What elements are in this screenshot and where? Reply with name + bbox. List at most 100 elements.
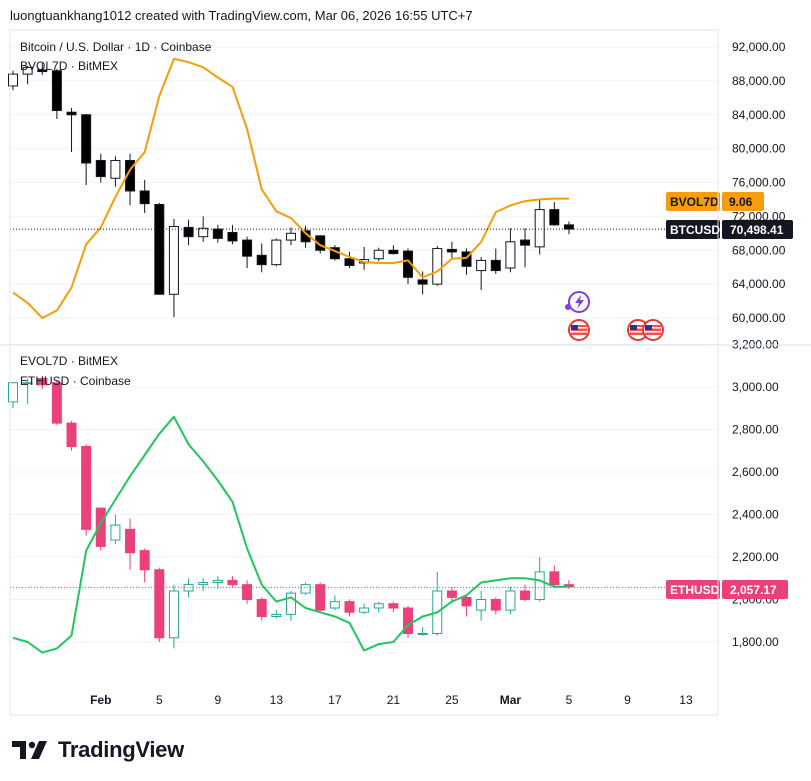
btc-candle-body (110, 159, 121, 179)
btc-y-tick-label: 92,000.00 (732, 40, 786, 54)
btc-candle (198, 216, 209, 242)
btc-candle (403, 248, 414, 285)
x-tick-label: Feb (90, 693, 111, 707)
chart-attribution: luongtuankhang1012 created with TradingV… (10, 8, 473, 23)
eth-candle-body (461, 596, 472, 607)
btc-candle (285, 227, 296, 246)
eth-candle-body (51, 382, 62, 424)
eth-candle-body (417, 633, 428, 635)
btc-candle-body (51, 70, 62, 112)
eth-candle-body (300, 584, 311, 594)
lightning-bolt-icon (575, 295, 584, 309)
btc-overlay-title: BVOL7D · BitMEX (20, 59, 118, 73)
btc-candle (461, 248, 472, 275)
eth-candle-body (359, 607, 370, 613)
us-flag-icon[interactable] (568, 319, 590, 341)
eth-candle (256, 597, 267, 621)
btc-candle (563, 221, 574, 235)
btc-candle (125, 153, 136, 206)
btc-candle (110, 156, 121, 187)
eth-candle-body (476, 599, 487, 611)
btc-candle-body (549, 209, 560, 226)
eth-candle-body (403, 607, 414, 634)
x-tick-label: 21 (387, 693, 401, 707)
bvol-badge-label: BVOL7D (670, 195, 719, 209)
eth-candle (505, 586, 516, 615)
btc-candle (139, 179, 150, 213)
eth-overlay-title: EVOL7D · BitMEX (20, 354, 118, 368)
btc-candle-body (446, 248, 457, 253)
tradingview-logo[interactable]: TradingView (12, 735, 184, 765)
btc-candle-body (315, 235, 326, 251)
eth-candle (315, 582, 326, 613)
eth-candle (183, 578, 194, 598)
btc-pane: 60,000.00 64,000.00 68,000.00 72,000.00 76,0… (8, 40, 786, 325)
btc-candle (51, 69, 62, 119)
eth-candle-body (271, 613, 282, 617)
btc-candle-body (125, 159, 136, 192)
btc-candle-body (534, 209, 545, 248)
btc-candle-body (505, 241, 516, 269)
btc-y-tick-label: 76,000.00 (732, 176, 786, 190)
eth-candle (300, 582, 311, 596)
eth-candle (344, 599, 355, 617)
plot-frame (9, 29, 719, 716)
eth-candle (81, 444, 92, 536)
btc-candle (8, 70, 18, 91)
btc-candle (22, 65, 33, 85)
eth-candle (242, 580, 253, 604)
eth-candle-body (563, 584, 574, 588)
btc-candle (154, 202, 165, 295)
btc-candle (95, 153, 106, 183)
btc-candle-body (285, 232, 296, 241)
eth-candle-body (446, 590, 457, 598)
tradingview-logo-icon (12, 741, 47, 759)
btc-candle-body (22, 66, 33, 75)
eth-candle (388, 601, 399, 613)
btc-candle-body (168, 226, 179, 295)
eth-candle-body (520, 590, 531, 600)
eth-candle-body (242, 584, 253, 600)
eth-candle (51, 380, 62, 426)
btc-candle (549, 201, 560, 226)
btc-y-tick-label: 72,000.00 (732, 209, 786, 223)
eth-y-tick-label: 2,800.00 (732, 423, 779, 437)
btc-candle (242, 236, 253, 269)
eth-candle (227, 576, 238, 587)
eth-candle-body (198, 582, 209, 586)
eth-candle (461, 595, 472, 617)
x-tick-label: 5 (156, 693, 163, 707)
eth-candle (37, 376, 48, 390)
eth-candle (490, 597, 501, 615)
tradingview-wordmark: TradingView (58, 737, 184, 762)
x-tick-label: 13 (270, 693, 284, 707)
eth-candle (154, 567, 165, 642)
btc-candle (388, 245, 399, 255)
eth-y-tick-label: 2,200.00 (732, 550, 779, 564)
eth-candle (285, 591, 296, 621)
btc-candle-body (212, 228, 223, 239)
btc-candle-body (417, 279, 428, 285)
btc-candle-body (198, 227, 209, 238)
bvol7d-line (12, 57, 569, 319)
x-tick-label: 9 (624, 693, 631, 707)
x-tick-label: 9 (214, 693, 221, 707)
btc-candle-body (66, 111, 77, 116)
btc-candle (534, 199, 545, 255)
eth-candle (476, 591, 487, 621)
eth-y-tick-label: 2,400.00 (732, 508, 779, 522)
eth-candle-body (183, 584, 194, 592)
eth-candle (66, 421, 77, 451)
eth-badge-price: 2,057.17 (730, 583, 777, 597)
eth-candle (403, 605, 414, 638)
eth-candle (359, 603, 370, 615)
eth-candle (198, 578, 209, 591)
us-flag-icon[interactable] (642, 319, 664, 341)
btc-candle-body (520, 239, 531, 246)
btc-candle-body (256, 254, 267, 266)
eth-last-price-badge: ETHUSD 2,057.17 (666, 580, 788, 599)
event-icons[interactable] (565, 291, 664, 341)
btc-candle (476, 257, 487, 291)
eth-pane: 1,800.002,000.002,200.002,400.002,600.00… (8, 338, 779, 654)
